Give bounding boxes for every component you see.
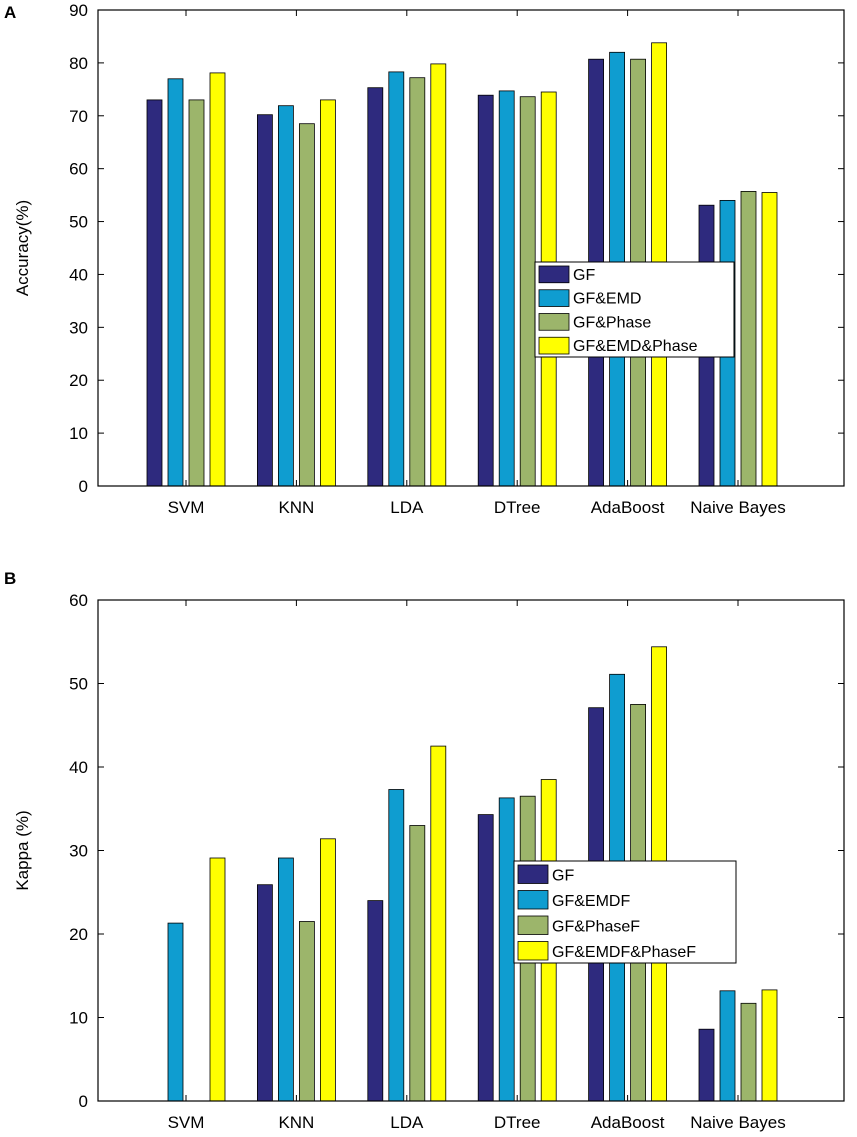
y-tick-label: 40 — [69, 265, 88, 284]
bar-gf-emd-lda — [388, 71, 405, 487]
bar-gf-emdf-dtree — [498, 797, 515, 1102]
bar-gf-emdf-phasef-svm — [209, 857, 226, 1102]
legend-swatch — [538, 289, 570, 307]
bar-gf-lda — [367, 87, 384, 487]
y-tick-label: 20 — [69, 371, 88, 390]
y-axis-label: Accuracy(%) — [13, 200, 32, 296]
bar-gf-emdf-lda — [388, 789, 405, 1102]
x-tick-label: AdaBoost — [591, 1113, 665, 1132]
legend-label: GF — [573, 267, 595, 284]
legend-label: GF&PhaseF — [552, 919, 640, 936]
legend-swatch — [517, 915, 549, 935]
y-axis-label: Kappa (%) — [13, 810, 32, 890]
legend-box — [513, 860, 737, 964]
legend-label: GF&EMD&Phase — [573, 338, 698, 355]
bar-gf-dtree — [477, 94, 494, 487]
y-tick-label: 10 — [69, 1009, 88, 1028]
y-tick-label: 40 — [69, 758, 88, 777]
legend-swatch — [538, 336, 570, 355]
panel-a-label: A — [4, 3, 16, 22]
bar-gf-lda — [367, 900, 384, 1102]
y-tick-label: 70 — [69, 107, 88, 126]
bar-gf-phase-lda — [409, 77, 426, 487]
y-tick-label: 0 — [79, 477, 88, 496]
x-tick-label: LDA — [390, 498, 424, 517]
bar-gf-emdf-phasef-knn — [319, 838, 336, 1102]
bar-gf-phasef-knn — [298, 921, 315, 1102]
y-tick-label: 30 — [69, 318, 88, 337]
bar-gf-dtree — [477, 814, 494, 1102]
bar-gf-emdf-phasef-lda — [430, 745, 447, 1102]
legend-swatch — [517, 941, 549, 961]
x-tick-label: DTree — [494, 1113, 541, 1132]
y-tick-label: 60 — [69, 591, 88, 610]
x-tick-label: KNN — [278, 1113, 314, 1132]
bar-gf-emdf-naive-bayes — [719, 990, 736, 1102]
legend-label: GF&EMD — [573, 291, 641, 308]
bar-gf-knn — [256, 114, 273, 487]
panel-b-label: B — [4, 569, 16, 588]
panel-b: B 0 10 20 30 40 50 60 SVM KNN LDA DTree AdaBoost Nai… — [4, 569, 845, 1132]
x-tick-label: AdaBoost — [591, 498, 665, 517]
bar-gf-svm — [146, 99, 163, 487]
x-tick-label: SVM — [168, 498, 205, 517]
bar-gf-emd-dtree — [498, 90, 515, 487]
y-tick-label: 50 — [69, 675, 88, 694]
x-tick-label: Naive Bayes — [690, 1113, 785, 1132]
x-tick-label: SVM — [168, 1113, 205, 1132]
y-tick-label: 80 — [69, 54, 88, 73]
bar-gf-emd-svm — [167, 78, 184, 487]
x-tick-label: LDA — [390, 1113, 424, 1132]
bar-gf-emd-phase-knn — [319, 99, 336, 487]
x-tick-label: KNN — [278, 498, 314, 517]
y-tick-label: 60 — [69, 160, 88, 179]
plot-area-frame — [97, 9, 845, 487]
legend-label: GF — [552, 868, 574, 885]
bar-gf-phase-svm — [188, 99, 205, 487]
x-tick-label: DTree — [494, 498, 541, 517]
bar-gf-phasef-lda — [409, 825, 426, 1102]
legend-label: GF&Phase — [573, 314, 651, 331]
legend-label: GF&EMDF&PhaseF — [552, 944, 696, 961]
y-tick-label: 10 — [69, 424, 88, 443]
y-tick-label: 0 — [79, 1092, 88, 1111]
bar-gf-phase-naive-bayes — [740, 190, 757, 487]
bar-gf-emd-phase-lda — [430, 63, 447, 487]
bar-gf-knn — [256, 884, 273, 1102]
bar-gf-emd-phase-naive-bayes — [761, 192, 778, 487]
legend: GF GF&EMDF GF&PhaseF GF&EMDF&PhaseF — [513, 860, 737, 964]
bar-gf-emdf-phasef-naive-bayes — [761, 989, 778, 1102]
bar-gf-emdf-knn — [277, 857, 294, 1102]
bar-gf-phasef-naive-bayes — [740, 1002, 757, 1102]
legend-swatch — [517, 890, 549, 910]
legend-swatch — [538, 265, 570, 284]
bar-gf-emd-knn — [277, 105, 294, 487]
legend-swatch — [538, 313, 570, 331]
bar-gf-naive-bayes — [698, 1028, 715, 1102]
y-tick-label: 90 — [69, 1, 88, 20]
x-tick-label: Naive Bayes — [690, 498, 785, 517]
legend-swatch — [517, 864, 549, 884]
bar-gf-phase-dtree — [519, 96, 536, 487]
bar-gf-emd-phase-svm — [209, 72, 226, 487]
panel-a: A 0 10 20 30 40 50 60 70 80 90 SVM KNN LDA DTree AdaBo… — [4, 1, 845, 517]
legend-label: GF&EMDF — [552, 893, 630, 910]
y-tick-label: 20 — [69, 925, 88, 944]
legend: GF GF&EMD GF&Phase GF&EMD&Phase — [534, 261, 735, 358]
y-tick-label: 50 — [69, 213, 88, 232]
y-tick-label: 30 — [69, 842, 88, 861]
bar-gf-emdf-svm — [167, 922, 184, 1102]
bar-gf-phase-knn — [298, 123, 315, 487]
